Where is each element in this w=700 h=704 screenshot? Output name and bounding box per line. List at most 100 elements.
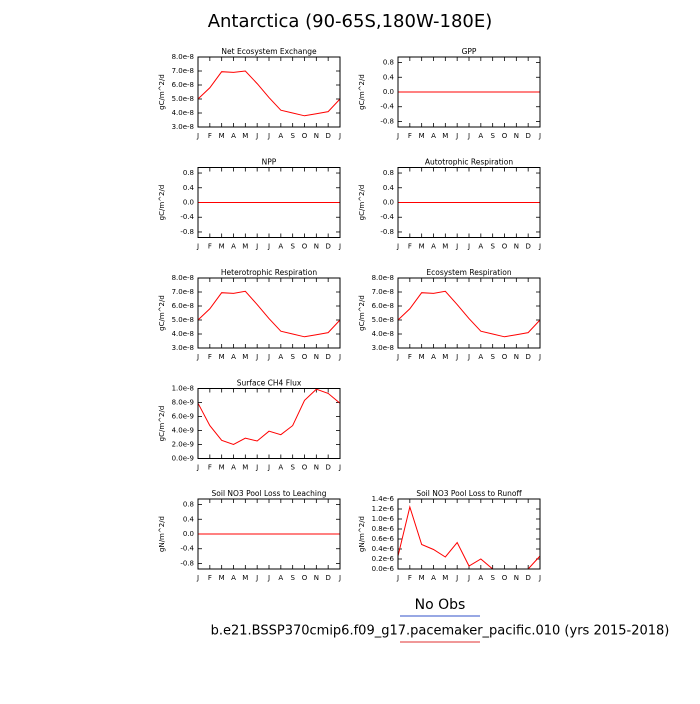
x-tick-label: S — [490, 353, 495, 361]
panel-title: Net Ecosystem Exchange — [221, 47, 317, 56]
y-tick-label: 0.0 — [183, 199, 194, 207]
x-tick-label: O — [502, 243, 508, 251]
y-tick-label: 3.0e-8 — [172, 344, 194, 352]
x-tick-label: J — [255, 574, 258, 582]
y-tick-label: 6.0e-8 — [372, 302, 394, 310]
x-tick-label: J — [255, 353, 258, 361]
x-tick-label: J — [467, 574, 470, 582]
y-tick-label: 1.4e-6 — [372, 495, 395, 503]
y-tick-label: 2.0e-9 — [172, 441, 194, 449]
x-tick-label: A — [278, 353, 283, 361]
y-tick-label: 1.0e-8 — [172, 385, 194, 393]
y-tick-label: -0.4 — [180, 213, 194, 221]
x-tick-label: O — [502, 574, 508, 582]
x-tick-label: A — [431, 353, 436, 361]
x-tick-label: F — [408, 243, 412, 251]
data-line — [397, 290, 541, 338]
y-axis-label: gC/m^2/d — [158, 406, 166, 442]
x-tick-label: F — [408, 353, 412, 361]
x-tick-label: M — [442, 132, 448, 140]
x-tick-label: J — [196, 353, 199, 361]
y-tick-label: 7.0e-8 — [172, 288, 194, 296]
y-tick-label: 0.0e-9 — [172, 455, 194, 463]
y-tick-label: 0.4 — [383, 184, 395, 192]
x-tick-label: M — [419, 353, 425, 361]
y-tick-label: 1.0e-6 — [372, 515, 395, 523]
y-tick-label: 6.0e-8 — [172, 81, 194, 89]
y-axis-label: gC/m^2/d — [158, 74, 166, 110]
y-tick-label: 4.0e-8 — [172, 330, 194, 338]
x-tick-label: J — [396, 353, 399, 361]
x-tick-label: O — [502, 132, 508, 140]
x-tick-label: J — [196, 132, 199, 140]
panel-title: Soil NO3 Pool Loss to Runoff — [416, 489, 522, 498]
y-axis-label: gC/m^2/d — [158, 185, 166, 221]
x-tick-label: M — [419, 574, 425, 582]
y-tick-label: 0.6e-6 — [372, 535, 395, 543]
x-tick-label: S — [490, 574, 495, 582]
y-tick-label: 0.4e-6 — [372, 545, 395, 553]
x-tick-label: J — [338, 132, 341, 140]
y-tick-label: 0.8e-6 — [372, 525, 395, 533]
x-tick-label: D — [325, 574, 330, 582]
x-tick-label: A — [478, 132, 483, 140]
x-tick-label: A — [231, 464, 236, 472]
x-tick-label: S — [290, 464, 295, 472]
x-tick-label: M — [219, 132, 225, 140]
x-tick-label: S — [490, 132, 495, 140]
x-tick-label: M — [419, 132, 425, 140]
x-tick-label: J — [196, 464, 199, 472]
y-tick-label: 0.4 — [383, 73, 395, 81]
y-tick-label: 7.0e-8 — [172, 67, 194, 75]
y-tick-label: 6.0e-9 — [172, 413, 194, 421]
x-tick-label: N — [514, 243, 519, 251]
y-tick-label: 0.0 — [383, 88, 394, 96]
x-tick-label: J — [538, 353, 541, 361]
x-tick-label: N — [514, 132, 519, 140]
x-tick-label: S — [490, 243, 495, 251]
x-tick-label: N — [314, 132, 319, 140]
y-tick-label: 0.0e-6 — [372, 565, 395, 573]
data-line — [397, 505, 541, 570]
y-axis-label: gC/m^2/d — [158, 295, 166, 331]
x-tick-label: J — [267, 132, 270, 140]
x-tick-label: D — [525, 353, 530, 361]
x-tick-label: D — [325, 464, 330, 472]
y-tick-label: 0.8 — [383, 59, 394, 67]
legend-label: b.e21.BSSP370cmip6.f09_g17.pacemaker_pac… — [211, 624, 670, 639]
panel-title: Soil NO3 Pool Loss to Leaching — [212, 489, 327, 498]
y-tick-label: 4.0e-8 — [372, 330, 394, 338]
x-tick-label: M — [442, 574, 448, 582]
y-tick-label: 0.2e-6 — [372, 555, 395, 563]
x-tick-label: O — [302, 464, 308, 472]
x-tick-label: M — [219, 464, 225, 472]
y-tick-label: 0.8 — [383, 169, 394, 177]
x-tick-label: J — [396, 132, 399, 140]
x-tick-label: D — [525, 574, 530, 582]
x-tick-label: J — [538, 574, 541, 582]
x-tick-label: O — [302, 574, 308, 582]
y-tick-label: -0.4 — [380, 103, 394, 111]
panel: Ecosystem Respiration gC/m^2/d 3.0e-8 4.0e-… — [358, 268, 541, 361]
x-tick-label: A — [231, 353, 236, 361]
x-tick-label: D — [325, 243, 330, 251]
x-tick-label: O — [302, 243, 308, 251]
x-tick-label: M — [242, 132, 248, 140]
y-tick-label: 0.0 — [183, 530, 194, 538]
panel-title: Surface CH4 Flux — [237, 379, 302, 388]
x-tick-label: J — [538, 243, 541, 251]
y-axis-label: gC/m^2/d — [358, 185, 366, 221]
x-tick-label: A — [278, 132, 283, 140]
x-tick-label: O — [302, 132, 308, 140]
x-tick-label: A — [231, 132, 236, 140]
plot-frame — [197, 388, 341, 459]
x-tick-label: M — [219, 574, 225, 582]
y-tick-label: 5.0e-8 — [372, 316, 394, 324]
x-tick-label: J — [267, 353, 270, 361]
x-tick-label: J — [267, 574, 270, 582]
x-tick-label: N — [314, 243, 319, 251]
y-tick-label: 0.4 — [183, 184, 195, 192]
x-tick-label: J — [538, 132, 541, 140]
x-tick-label: D — [525, 243, 530, 251]
